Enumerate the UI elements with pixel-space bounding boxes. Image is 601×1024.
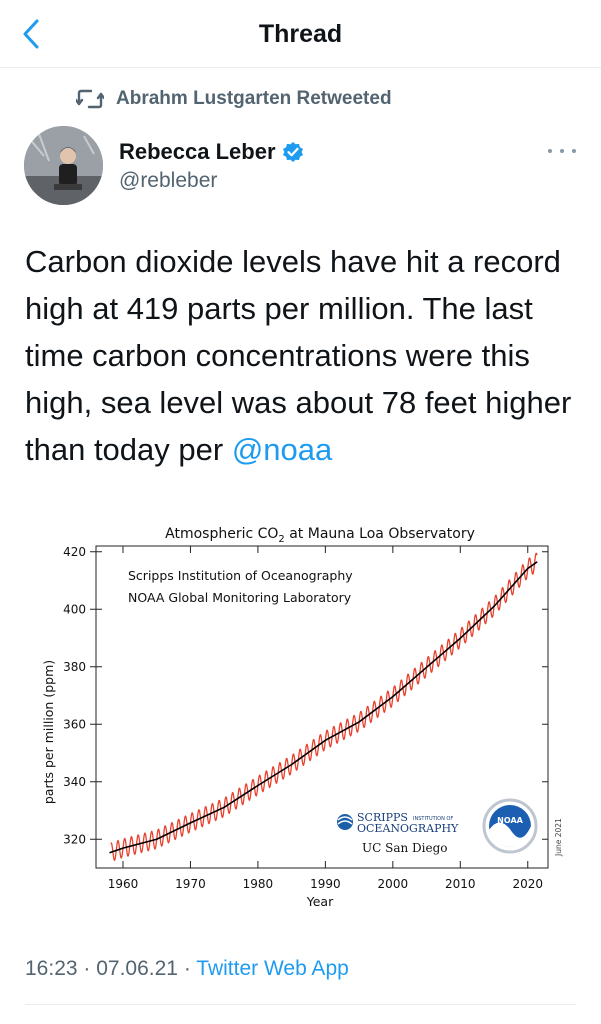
chart-title: Atmospheric CO2 at Mauna Loa Observatory xyxy=(165,526,475,545)
side-note: June 2021 xyxy=(554,818,563,857)
avatar[interactable] xyxy=(24,126,103,205)
dot-icon xyxy=(560,149,564,153)
svg-text:INSTITUTION OF: INSTITUTION OF xyxy=(413,816,453,822)
y-tick-label: 320 xyxy=(63,832,86,846)
retweet-context[interactable]: Abrahm Lustgarten Retweeted xyxy=(76,86,392,112)
separator: · xyxy=(77,957,97,980)
x-tick-label: 1960 xyxy=(108,877,139,891)
seasonal-series-line xyxy=(110,552,538,862)
x-tick-label: 1980 xyxy=(243,877,274,891)
scripps-logo: SCRIPPS INSTITUTION OF OCEANOGRAPHY UC S… xyxy=(337,811,459,855)
svg-text:SCRIPPS: SCRIPPS xyxy=(357,811,408,824)
y-tick-label: 340 xyxy=(63,775,86,789)
tweet-time: 16:23 xyxy=(25,957,78,980)
x-tick-label: 2000 xyxy=(378,877,409,891)
x-tick-label: 1990 xyxy=(310,877,341,891)
tweet-body: Carbon dioxide levels have hit a record … xyxy=(25,244,572,467)
x-axis-label: Year xyxy=(306,894,334,909)
chevron-left-icon xyxy=(23,19,39,49)
svg-text:UC San Diego: UC San Diego xyxy=(362,841,448,855)
tweet-date: 07.06.21 xyxy=(96,957,178,980)
y-tick-label: 400 xyxy=(63,602,86,616)
y-axis-label: parts per million (ppm) xyxy=(41,660,56,804)
mention-link[interactable]: @noaa xyxy=(231,432,333,467)
dot-icon xyxy=(548,149,552,153)
svg-text:NOAA: NOAA xyxy=(497,816,523,825)
separator: · xyxy=(177,957,197,980)
author-handle[interactable]: @rebleber xyxy=(119,169,218,192)
trend-series-line xyxy=(109,561,538,854)
plot-frame xyxy=(95,545,549,869)
back-button[interactable] xyxy=(14,16,48,52)
retweet-label: Abrahm Lustgarten Retweeted xyxy=(116,88,392,109)
tweet-meta: 16:23 · 07.06.21 · Twitter Web App xyxy=(25,957,349,981)
chart-subtitle-2: NOAA Global Monitoring Laboratory xyxy=(128,590,352,605)
tweet-text: Carbon dioxide levels have hit a record … xyxy=(25,238,585,473)
y-tick-label: 420 xyxy=(63,545,86,559)
verified-badge-icon xyxy=(282,141,304,163)
x-tick-label: 1970 xyxy=(175,877,206,891)
svg-text:OCEANOGRAPHY: OCEANOGRAPHY xyxy=(357,822,459,835)
y-tick-label: 380 xyxy=(63,660,86,674)
more-options-button[interactable] xyxy=(548,142,576,160)
page-title: Thread xyxy=(258,20,343,48)
chart-subtitle-1: Scripps Institution of Oceanography xyxy=(128,568,353,583)
x-tick-label: 2020 xyxy=(512,877,543,891)
dot-icon xyxy=(572,149,576,153)
author-name[interactable]: Rebecca Leber xyxy=(119,139,276,164)
tweet-author: Rebecca Leber @rebleber xyxy=(119,139,304,193)
thread-header: Thread xyxy=(0,0,601,68)
y-tick-label: 360 xyxy=(63,717,86,731)
retweet-icon xyxy=(76,87,106,111)
source-app-link[interactable]: Twitter Web App xyxy=(196,957,349,980)
noaa-logo: NOAA xyxy=(482,798,538,854)
tweet-media-chart[interactable]: Atmospheric CO2 at Mauna Loa Observatory… xyxy=(20,514,585,914)
co2-chart: Atmospheric CO2 at Mauna Loa Observatory… xyxy=(41,526,563,909)
divider xyxy=(25,1004,576,1005)
x-tick-label: 2010 xyxy=(445,877,476,891)
